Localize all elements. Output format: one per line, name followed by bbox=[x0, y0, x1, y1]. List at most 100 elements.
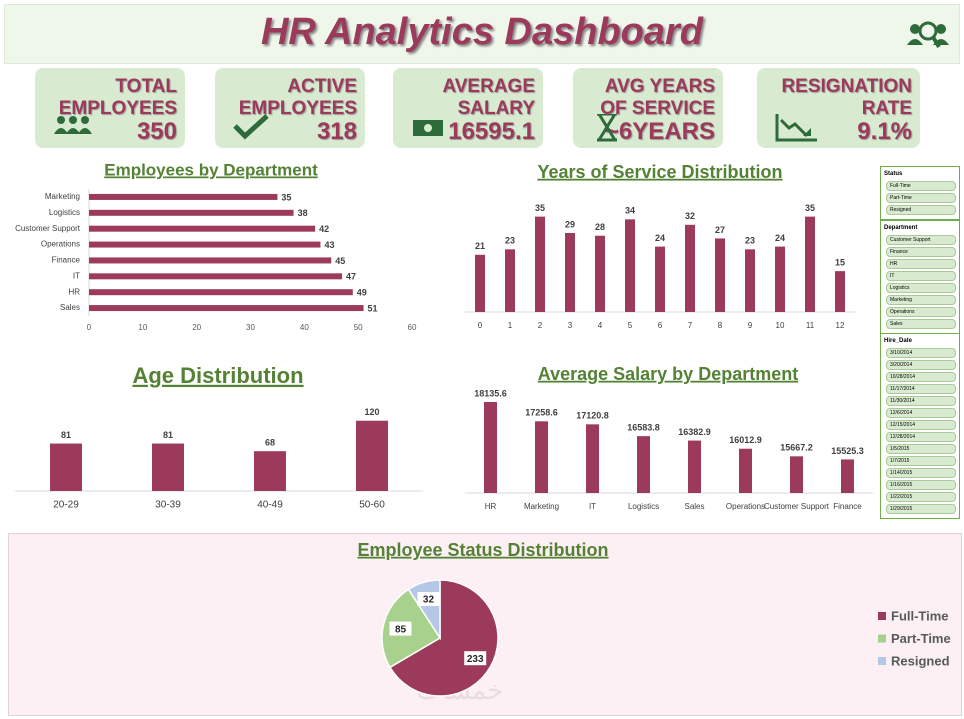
bar bbox=[685, 224, 695, 312]
header-icon bbox=[907, 21, 949, 49]
x-tick-label: 9 bbox=[748, 321, 753, 330]
x-tick-label: 12 bbox=[836, 321, 845, 330]
x-tick-label: Customer Support bbox=[764, 502, 830, 511]
slicer-item[interactable]: 11/30/2014 bbox=[886, 396, 956, 406]
x-tick-label: 0 bbox=[87, 323, 92, 332]
y-tick-label: Sales bbox=[60, 303, 80, 312]
bar bbox=[841, 459, 854, 493]
pie-slice bbox=[388, 579, 499, 697]
x-tick-label: 20 bbox=[192, 323, 201, 332]
bar bbox=[715, 238, 725, 312]
label-box bbox=[417, 592, 440, 607]
bar bbox=[484, 402, 497, 493]
bar bbox=[805, 216, 815, 312]
chart-title: Employee Status Distribution bbox=[357, 540, 608, 560]
slicer-item[interactable]: 1/29/2015 bbox=[886, 504, 956, 514]
kpi-icon bbox=[54, 116, 92, 134]
slicer-item[interactable]: 3/10/2014 bbox=[886, 348, 956, 358]
chart-title: Age Distribution bbox=[132, 363, 303, 388]
slicer-item[interactable]: Logistics bbox=[886, 283, 956, 293]
value-label: 16012.9 bbox=[729, 435, 762, 445]
value-label: 38 bbox=[298, 208, 308, 218]
x-tick-label: Operations bbox=[726, 502, 765, 511]
slicer-item[interactable]: 10/28/2014 bbox=[886, 372, 956, 382]
x-tick-label: 20-29 bbox=[53, 500, 79, 511]
slicer-item[interactable]: Full-Time bbox=[886, 181, 956, 191]
kpi-label: AVERAGE SALARY bbox=[442, 76, 535, 119]
bar bbox=[745, 249, 755, 312]
x-tick-label: 7 bbox=[688, 321, 693, 330]
bar bbox=[586, 424, 599, 493]
value-label: 32 bbox=[685, 211, 695, 221]
label-box bbox=[389, 621, 412, 636]
y-tick-label: Customer Support bbox=[15, 224, 81, 233]
slicer-item[interactable]: 3/20/2014 bbox=[886, 360, 956, 370]
kpi-label: AVG YEARS OF SERVICE bbox=[600, 76, 715, 119]
legend-swatch bbox=[878, 634, 886, 643]
value-label: 17120.8 bbox=[576, 411, 609, 421]
value-label: 17258.6 bbox=[525, 408, 558, 418]
slicer-item[interactable]: Marketing bbox=[886, 295, 956, 305]
kpi-label: TOTAL EMPLOYEES bbox=[58, 76, 177, 119]
chart-title: Average Salary by Department bbox=[538, 364, 798, 384]
x-tick-label: 50-60 bbox=[359, 500, 385, 511]
slicer-item[interactable]: 1/14/2015 bbox=[886, 468, 956, 478]
slicer-item[interactable]: Resigned bbox=[886, 205, 956, 215]
slicer-item[interactable]: IT bbox=[886, 271, 956, 281]
slicer: Hire_Date 3/10/2014 3/20/2014 10/28/2014 11/… bbox=[880, 333, 960, 519]
slicer-item[interactable]: HR bbox=[886, 259, 956, 269]
x-tick-label: 30-39 bbox=[155, 500, 181, 511]
slicer-item[interactable]: Part-Time bbox=[886, 193, 956, 203]
kpi-card: TOTAL EMPLOYEES 350 bbox=[35, 68, 185, 148]
slicer-item[interactable]: 12/28/2014 bbox=[886, 432, 956, 442]
value-label: 16382.9 bbox=[678, 427, 711, 437]
kpi-icon bbox=[413, 120, 443, 136]
value-label: 68 bbox=[265, 438, 275, 448]
value-label: 233 bbox=[467, 654, 484, 665]
bar bbox=[50, 443, 82, 491]
y-tick-label: Finance bbox=[52, 256, 81, 265]
slicer-item[interactable]: 1/16/2015 bbox=[886, 480, 956, 490]
slicer-item[interactable]: Customer Support bbox=[886, 235, 956, 245]
bar bbox=[89, 273, 343, 280]
slicer-item[interactable]: 1/22/2015 bbox=[886, 492, 956, 502]
kpi-label: ACTIVE EMPLOYEES bbox=[238, 76, 357, 119]
bar bbox=[89, 241, 321, 248]
bar bbox=[89, 225, 316, 232]
slicer-item[interactable]: 11/17/2014 bbox=[886, 384, 956, 394]
x-tick-label: 0 bbox=[478, 321, 483, 330]
value-label: 45 bbox=[335, 256, 345, 266]
x-tick-label: Logistics bbox=[628, 502, 659, 511]
slicer-item[interactable]: Operations bbox=[886, 307, 956, 317]
slicer-item[interactable]: 12/15/2014 bbox=[886, 420, 956, 430]
kpi-value: ~6YEARS bbox=[604, 118, 715, 145]
bar bbox=[535, 421, 548, 493]
chart-title: Employees by Department bbox=[104, 160, 318, 179]
bar bbox=[89, 193, 278, 200]
slicer-item[interactable]: Finance bbox=[886, 247, 956, 257]
x-tick-label: IT bbox=[589, 502, 596, 511]
x-tick-label: 10 bbox=[138, 323, 147, 332]
kpi-card: AVERAGE SALARY 16595.1 bbox=[393, 68, 543, 148]
chart-title: Years of Service Distribution bbox=[537, 162, 782, 182]
kpi-card: AVG YEARS OF SERVICE ~6YEARS bbox=[573, 68, 723, 148]
value-label: 35 bbox=[535, 203, 545, 213]
value-label: 49 bbox=[357, 288, 367, 298]
x-tick-label: 40 bbox=[300, 323, 309, 332]
slicer-item[interactable]: Sales bbox=[886, 319, 956, 329]
value-label: 24 bbox=[655, 233, 665, 243]
bar bbox=[637, 436, 650, 493]
value-label: 24 bbox=[775, 233, 785, 243]
x-tick-label: 2 bbox=[538, 321, 543, 330]
slicer: Status Full-Time Part-Time Resigned bbox=[880, 166, 960, 220]
value-label: 32 bbox=[423, 595, 435, 606]
slicer-item[interactable]: 1/5/2015 bbox=[886, 444, 956, 454]
legend-label: Resigned bbox=[891, 653, 950, 668]
value-label: 15525.3 bbox=[831, 446, 864, 456]
slicer-item[interactable]: 12/6/2014 bbox=[886, 408, 956, 418]
x-tick-label: 40-49 bbox=[257, 500, 283, 511]
slicer-item[interactable]: 1/7/2015 bbox=[886, 456, 956, 466]
value-label: 51 bbox=[368, 303, 378, 313]
